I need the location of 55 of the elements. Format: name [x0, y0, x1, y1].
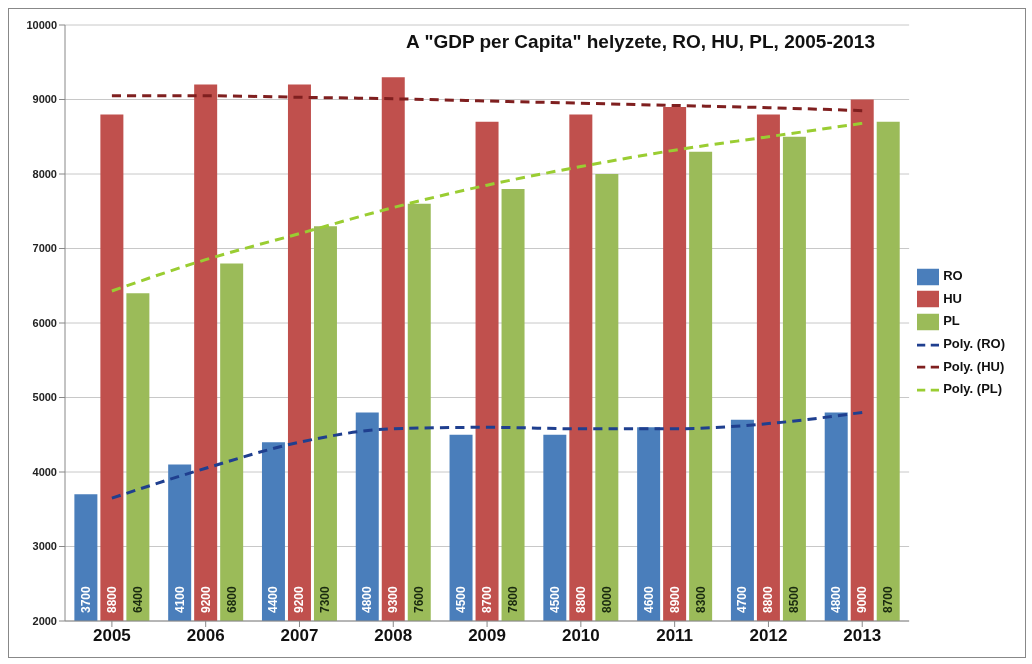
- data-label: 3700: [78, 585, 93, 613]
- y-tick-label: 8000: [32, 167, 57, 180]
- data-label: 7600: [412, 585, 427, 613]
- y-tick-label: 4000: [32, 465, 57, 478]
- data-label: 7800: [506, 585, 521, 613]
- data-label: 4600: [641, 585, 656, 613]
- data-label: 4800: [829, 585, 844, 613]
- legend-label: Poly. (HU): [943, 358, 1005, 374]
- x-tick-label: 2006: [186, 626, 225, 646]
- x-tick-label: 2007: [280, 626, 319, 646]
- x-tick-label: 2009: [468, 626, 506, 646]
- data-label: 8800: [104, 585, 119, 613]
- data-label: 8700: [480, 585, 495, 613]
- x-tick-label: 2008: [374, 626, 413, 646]
- data-label: 9300: [386, 585, 401, 613]
- data-label: 6400: [130, 585, 145, 613]
- y-tick-label: 9000: [32, 93, 57, 106]
- data-label: 4500: [547, 585, 562, 613]
- y-tick-label: 5000: [32, 391, 57, 404]
- data-label: 7300: [318, 585, 333, 613]
- data-label: 8800: [761, 585, 776, 613]
- y-tick-label: 3000: [32, 540, 57, 553]
- data-label: 8000: [599, 585, 614, 613]
- line-series: [110, 121, 864, 293]
- y-tick-label: 10000: [26, 18, 57, 31]
- data-label: 4400: [266, 585, 281, 613]
- data-label: 8700: [881, 585, 896, 613]
- data-label: 8800: [573, 585, 588, 613]
- data-label: 6800: [224, 585, 239, 613]
- line-series: [110, 410, 864, 500]
- data-label: 9200: [292, 585, 307, 613]
- legend-label: Poly. (RO): [943, 336, 1005, 351]
- y-tick-label: 6000: [32, 316, 57, 329]
- chart-title: A "GDP per Capita" helyzete, RO, HU, PL, 2005-2013: [406, 31, 875, 53]
- x-tick-label: 2005: [92, 626, 131, 646]
- x-tick-label: 2011: [656, 626, 694, 646]
- data-label: 8500: [787, 585, 802, 613]
- data-label: 4700: [735, 585, 750, 613]
- data-label: 4800: [360, 585, 375, 613]
- data-label: 9000: [855, 585, 870, 613]
- line-series: [110, 94, 864, 113]
- y-tick-label: 7000: [32, 242, 57, 255]
- x-tick-label: 2012: [749, 626, 788, 646]
- x-tick-label: 2010: [561, 626, 600, 646]
- data-label: 8300: [693, 585, 708, 613]
- legend-label: Poly. (PL): [943, 381, 1003, 397]
- legend-label: RO: [943, 268, 963, 284]
- y-tick-label: 2000: [32, 614, 57, 627]
- legend-label: HU: [943, 290, 962, 306]
- x-tick-label: 2013: [843, 626, 882, 646]
- legend-label: PL: [943, 313, 960, 329]
- data-label: 9200: [198, 585, 213, 613]
- data-label: 8900: [667, 585, 682, 613]
- data-label: 4100: [172, 585, 187, 613]
- data-label: 4500: [454, 585, 469, 613]
